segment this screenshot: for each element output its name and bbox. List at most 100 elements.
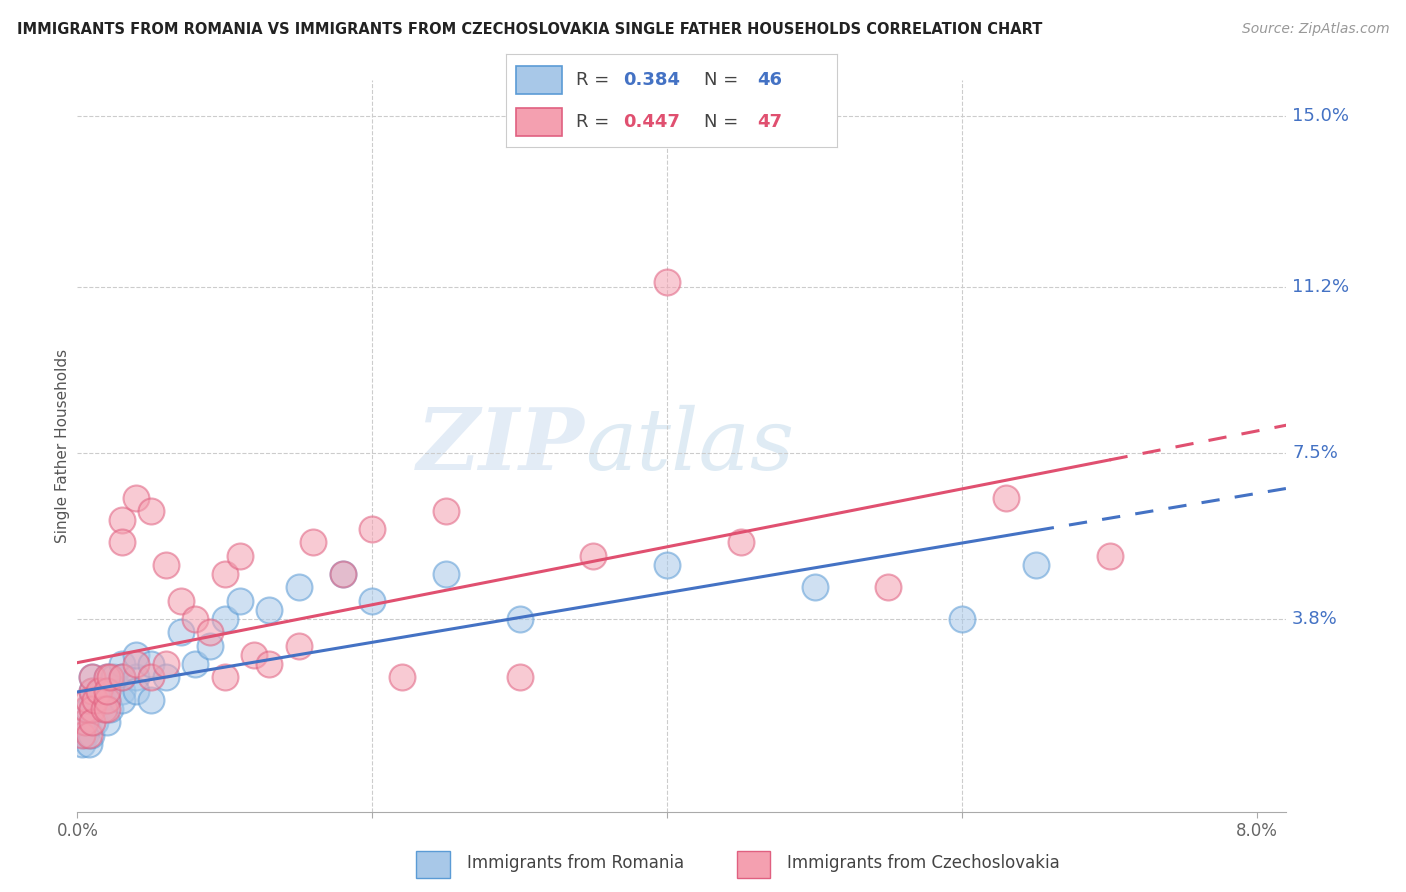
Point <box>332 566 354 581</box>
Point <box>198 625 221 640</box>
Point <box>80 683 103 698</box>
Point <box>950 612 973 626</box>
Point <box>228 549 250 563</box>
Point <box>332 566 354 581</box>
Point <box>110 692 132 706</box>
Point <box>803 580 825 594</box>
Point <box>657 558 679 572</box>
Point <box>110 683 132 698</box>
Point <box>257 603 280 617</box>
Point <box>77 728 100 742</box>
Point <box>70 728 93 742</box>
Point <box>257 657 280 671</box>
Point <box>214 670 236 684</box>
Point <box>93 701 115 715</box>
Text: 0.447: 0.447 <box>623 113 681 131</box>
FancyBboxPatch shape <box>416 851 450 878</box>
Point <box>89 692 111 706</box>
Text: R =: R = <box>575 113 614 131</box>
Point <box>214 612 236 626</box>
FancyBboxPatch shape <box>516 108 562 136</box>
Point <box>75 714 97 729</box>
Point <box>84 692 107 706</box>
Y-axis label: Single Father Households: Single Father Households <box>55 349 70 543</box>
Point <box>103 670 125 684</box>
Text: 15.0%: 15.0% <box>1292 107 1350 125</box>
Point <box>80 714 103 729</box>
Point <box>657 275 679 289</box>
Point <box>243 648 266 662</box>
Point <box>155 670 177 684</box>
Point <box>79 728 101 742</box>
Text: Source: ZipAtlas.com: Source: ZipAtlas.com <box>1241 22 1389 37</box>
Point <box>98 701 121 715</box>
Point <box>110 670 132 684</box>
Point <box>73 728 96 742</box>
Point <box>96 692 118 706</box>
Point <box>509 612 531 626</box>
Point <box>96 714 118 729</box>
Point <box>125 683 148 698</box>
Point <box>73 714 96 729</box>
FancyBboxPatch shape <box>516 66 562 94</box>
Text: atlas: atlas <box>585 405 794 487</box>
Text: 46: 46 <box>758 70 782 88</box>
Point <box>80 683 103 698</box>
Text: ZIP: ZIP <box>418 404 585 488</box>
Text: N =: N = <box>704 113 744 131</box>
Point <box>139 504 162 518</box>
Point <box>80 670 103 684</box>
Point <box>361 594 384 608</box>
Point <box>96 670 118 684</box>
Point <box>169 625 191 640</box>
Point <box>96 683 118 698</box>
Text: 11.2%: 11.2% <box>1292 277 1350 296</box>
Point <box>198 639 221 653</box>
Point <box>139 657 162 671</box>
Point <box>96 692 118 706</box>
Point <box>125 648 148 662</box>
Point <box>80 701 103 715</box>
Point <box>214 566 236 581</box>
Point <box>125 657 148 671</box>
Point <box>89 683 111 698</box>
Text: R =: R = <box>575 70 614 88</box>
Point <box>287 580 309 594</box>
Point <box>96 683 118 698</box>
Point <box>169 594 191 608</box>
Point <box>125 491 148 505</box>
Point <box>391 670 413 684</box>
Point <box>86 692 108 706</box>
Point <box>877 580 900 594</box>
Point <box>139 692 162 706</box>
Point <box>730 535 752 549</box>
Text: 7.5%: 7.5% <box>1292 443 1339 462</box>
Point <box>995 491 1018 505</box>
Point <box>155 558 177 572</box>
Point <box>70 738 93 752</box>
Point <box>125 670 148 684</box>
Point <box>110 535 132 549</box>
Point <box>1025 558 1047 572</box>
FancyBboxPatch shape <box>737 851 770 878</box>
Text: IMMIGRANTS FROM ROMANIA VS IMMIGRANTS FROM CZECHOSLOVAKIA SINGLE FATHER HOUSEHOL: IMMIGRANTS FROM ROMANIA VS IMMIGRANTS FR… <box>17 22 1042 37</box>
Point <box>93 701 115 715</box>
Point <box>110 657 132 671</box>
Point <box>287 639 309 653</box>
Text: N =: N = <box>704 70 744 88</box>
Text: 47: 47 <box>758 113 782 131</box>
Text: 0.384: 0.384 <box>623 70 681 88</box>
Point <box>80 670 103 684</box>
Point <box>434 504 457 518</box>
Point <box>110 670 132 684</box>
Point <box>77 738 100 752</box>
Point <box>184 612 207 626</box>
Point <box>582 549 605 563</box>
Point <box>302 535 325 549</box>
Point <box>184 657 207 671</box>
Point <box>110 513 132 527</box>
Point <box>139 670 162 684</box>
Point <box>361 522 384 536</box>
Point <box>1098 549 1121 563</box>
Point <box>90 683 112 698</box>
